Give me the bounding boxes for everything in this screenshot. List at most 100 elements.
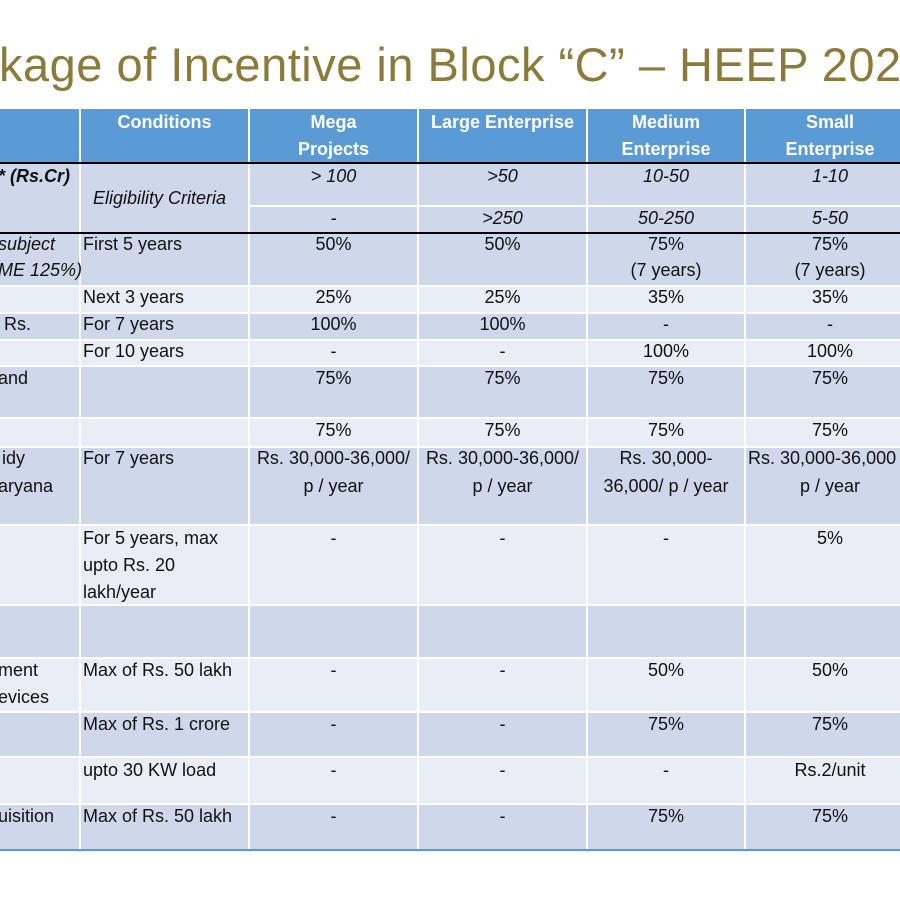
header-mega-line2: Projects (297, 139, 370, 159)
cell-mega: p / year (303, 476, 364, 496)
cell-small: Rs. 30,000-36,000 (748, 448, 897, 468)
row-separator (0, 756, 900, 758)
row-separator (0, 312, 900, 314)
cell-medium: - (663, 314, 669, 334)
cell-medium: 50-250 (637, 208, 695, 228)
row-separator (0, 365, 900, 367)
header-small-line1: Small (805, 112, 855, 132)
table-bottom-border (0, 849, 900, 851)
cell-medium: 75% (647, 234, 685, 254)
cell-large: 50% (484, 234, 521, 254)
cell-medium: 50% (647, 660, 685, 680)
cell-small: 75% (811, 420, 849, 440)
row-label: ME 125%) (0, 260, 83, 280)
condition-cell: Max of Rs. 1 crore (83, 714, 231, 734)
cell-mega: > 100 (310, 166, 357, 186)
header-large-enterprise: Large Enterprise (430, 112, 575, 132)
cell-medium: 100% (642, 341, 690, 361)
cell-large: 75% (484, 420, 521, 440)
cell-medium: 75% (647, 420, 685, 440)
row-label-investment: * (Rs.Cr) (0, 166, 71, 186)
cell-medium: 35% (647, 287, 685, 307)
cell-mega: - (330, 208, 337, 228)
column-separator (79, 109, 81, 850)
row-band (0, 525, 900, 605)
cell-mega: 75% (315, 420, 352, 440)
cell-medium: Rs. 30,000- (619, 448, 713, 468)
criteria-divider (0, 232, 900, 234)
header-medium-line1: Medium (631, 112, 700, 132)
row-band (0, 418, 900, 447)
row-label: idy (2, 448, 26, 468)
condition-cell: upto 30 KW load (83, 760, 217, 780)
cell-small: 100% (806, 341, 854, 361)
row-separator (0, 711, 900, 713)
row-band (0, 313, 900, 340)
condition-cell: For 5 years, max (83, 528, 219, 548)
row-band (0, 340, 900, 366)
row-separator (0, 417, 900, 419)
cell-large: 75% (484, 368, 521, 388)
row-label: uisition (0, 806, 55, 826)
row-label: aryana (0, 476, 54, 496)
cell-medium: - (663, 528, 669, 548)
cell-small: Rs.2/unit (794, 760, 866, 780)
cell-large: - (499, 528, 506, 548)
cell-small: 75% (811, 234, 849, 254)
condition-cell: Next 3 years (83, 287, 185, 307)
cell-mega: - (330, 528, 337, 548)
row-band (0, 804, 900, 850)
header-conditions: Conditions (117, 112, 212, 132)
row-separator (248, 205, 900, 207)
cell-large: - (499, 660, 506, 680)
cell-small: 75% (811, 714, 849, 734)
cell-large: p / year (472, 476, 533, 496)
cell-mega: - (330, 760, 337, 780)
row-band (0, 233, 900, 286)
cell-mega: Rs. 30,000-36,000/ (256, 448, 411, 468)
row-band (0, 712, 900, 757)
row-label: ment (0, 660, 39, 680)
row-band (0, 757, 900, 804)
cell-medium: 75% (647, 806, 685, 826)
column-separator (586, 109, 588, 850)
header-small-line2: Enterprise (785, 139, 875, 159)
row-label: Rs. (4, 314, 31, 334)
eligibility-criteria-label: Eligibility Criteria (93, 188, 227, 208)
row-separator (0, 339, 900, 341)
cell-mega: 25% (315, 287, 352, 307)
condition-cell: For 10 years (83, 341, 185, 361)
row-band (0, 163, 900, 233)
cell-medium: 75% (647, 368, 685, 388)
condition-cell: upto Rs. 20 (83, 555, 176, 575)
cell-mega: - (330, 806, 337, 826)
row-label: and (0, 368, 29, 388)
condition-cell: For 7 years (83, 448, 175, 468)
slide-title: kage of Incentive in Block “C” – HEEP 20… (0, 38, 900, 91)
cell-small: 35% (811, 287, 849, 307)
row-band (0, 366, 900, 418)
column-separator (417, 109, 419, 850)
row-separator (0, 446, 900, 448)
condition-cell: lakh/year (83, 582, 157, 602)
cell-small: 5-50 (811, 208, 849, 228)
cell-mega: 50% (315, 234, 352, 254)
cell-small: (7 years) (794, 260, 866, 280)
row-separator (0, 285, 900, 287)
cell-small: p / year (799, 476, 861, 496)
cell-large: Rs. 30,000-36,000/ (425, 448, 580, 468)
cell-medium: - (663, 760, 669, 780)
cell-large: >250 (482, 208, 523, 228)
cell-small: 50% (811, 660, 849, 680)
cell-medium: 36,000/ p / year (603, 476, 729, 496)
row-band (0, 605, 900, 658)
row-separator (0, 657, 900, 659)
cell-small: 1-10 (811, 166, 849, 186)
header-band (0, 109, 900, 163)
cell-medium: 75% (647, 714, 685, 734)
cell-large: >50 (487, 166, 518, 186)
row-label: subject (0, 234, 56, 254)
row-label: evices (0, 687, 50, 707)
column-separator (744, 109, 746, 850)
